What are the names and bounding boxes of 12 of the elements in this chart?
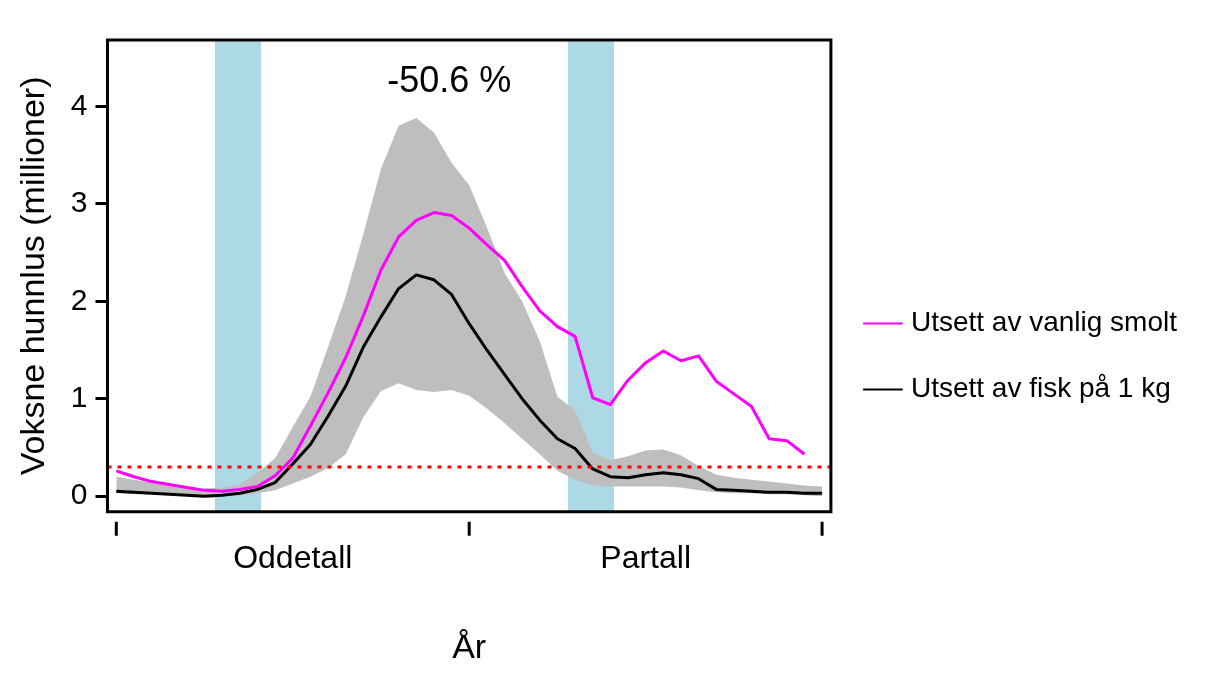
x-tick-label: Oddetall: [233, 538, 353, 575]
y-tick-label: 3: [70, 185, 88, 219]
legend-label: Utsett av fisk på 1 kg: [910, 372, 1171, 404]
y-axis-title: Voksne hunnlus (millioner): [12, 76, 51, 476]
x-axis-title: År: [452, 626, 487, 665]
legend-label: Utsett av vanlig smolt: [910, 306, 1178, 338]
x-tick-label: Partall: [600, 538, 691, 575]
y-tick-label: 0: [70, 477, 88, 511]
y-tick-label: 4: [70, 87, 88, 121]
y-tick-label: 1: [70, 379, 88, 413]
annotation: -50.6 %: [387, 58, 512, 100]
y-tick-label: 2: [70, 282, 88, 316]
